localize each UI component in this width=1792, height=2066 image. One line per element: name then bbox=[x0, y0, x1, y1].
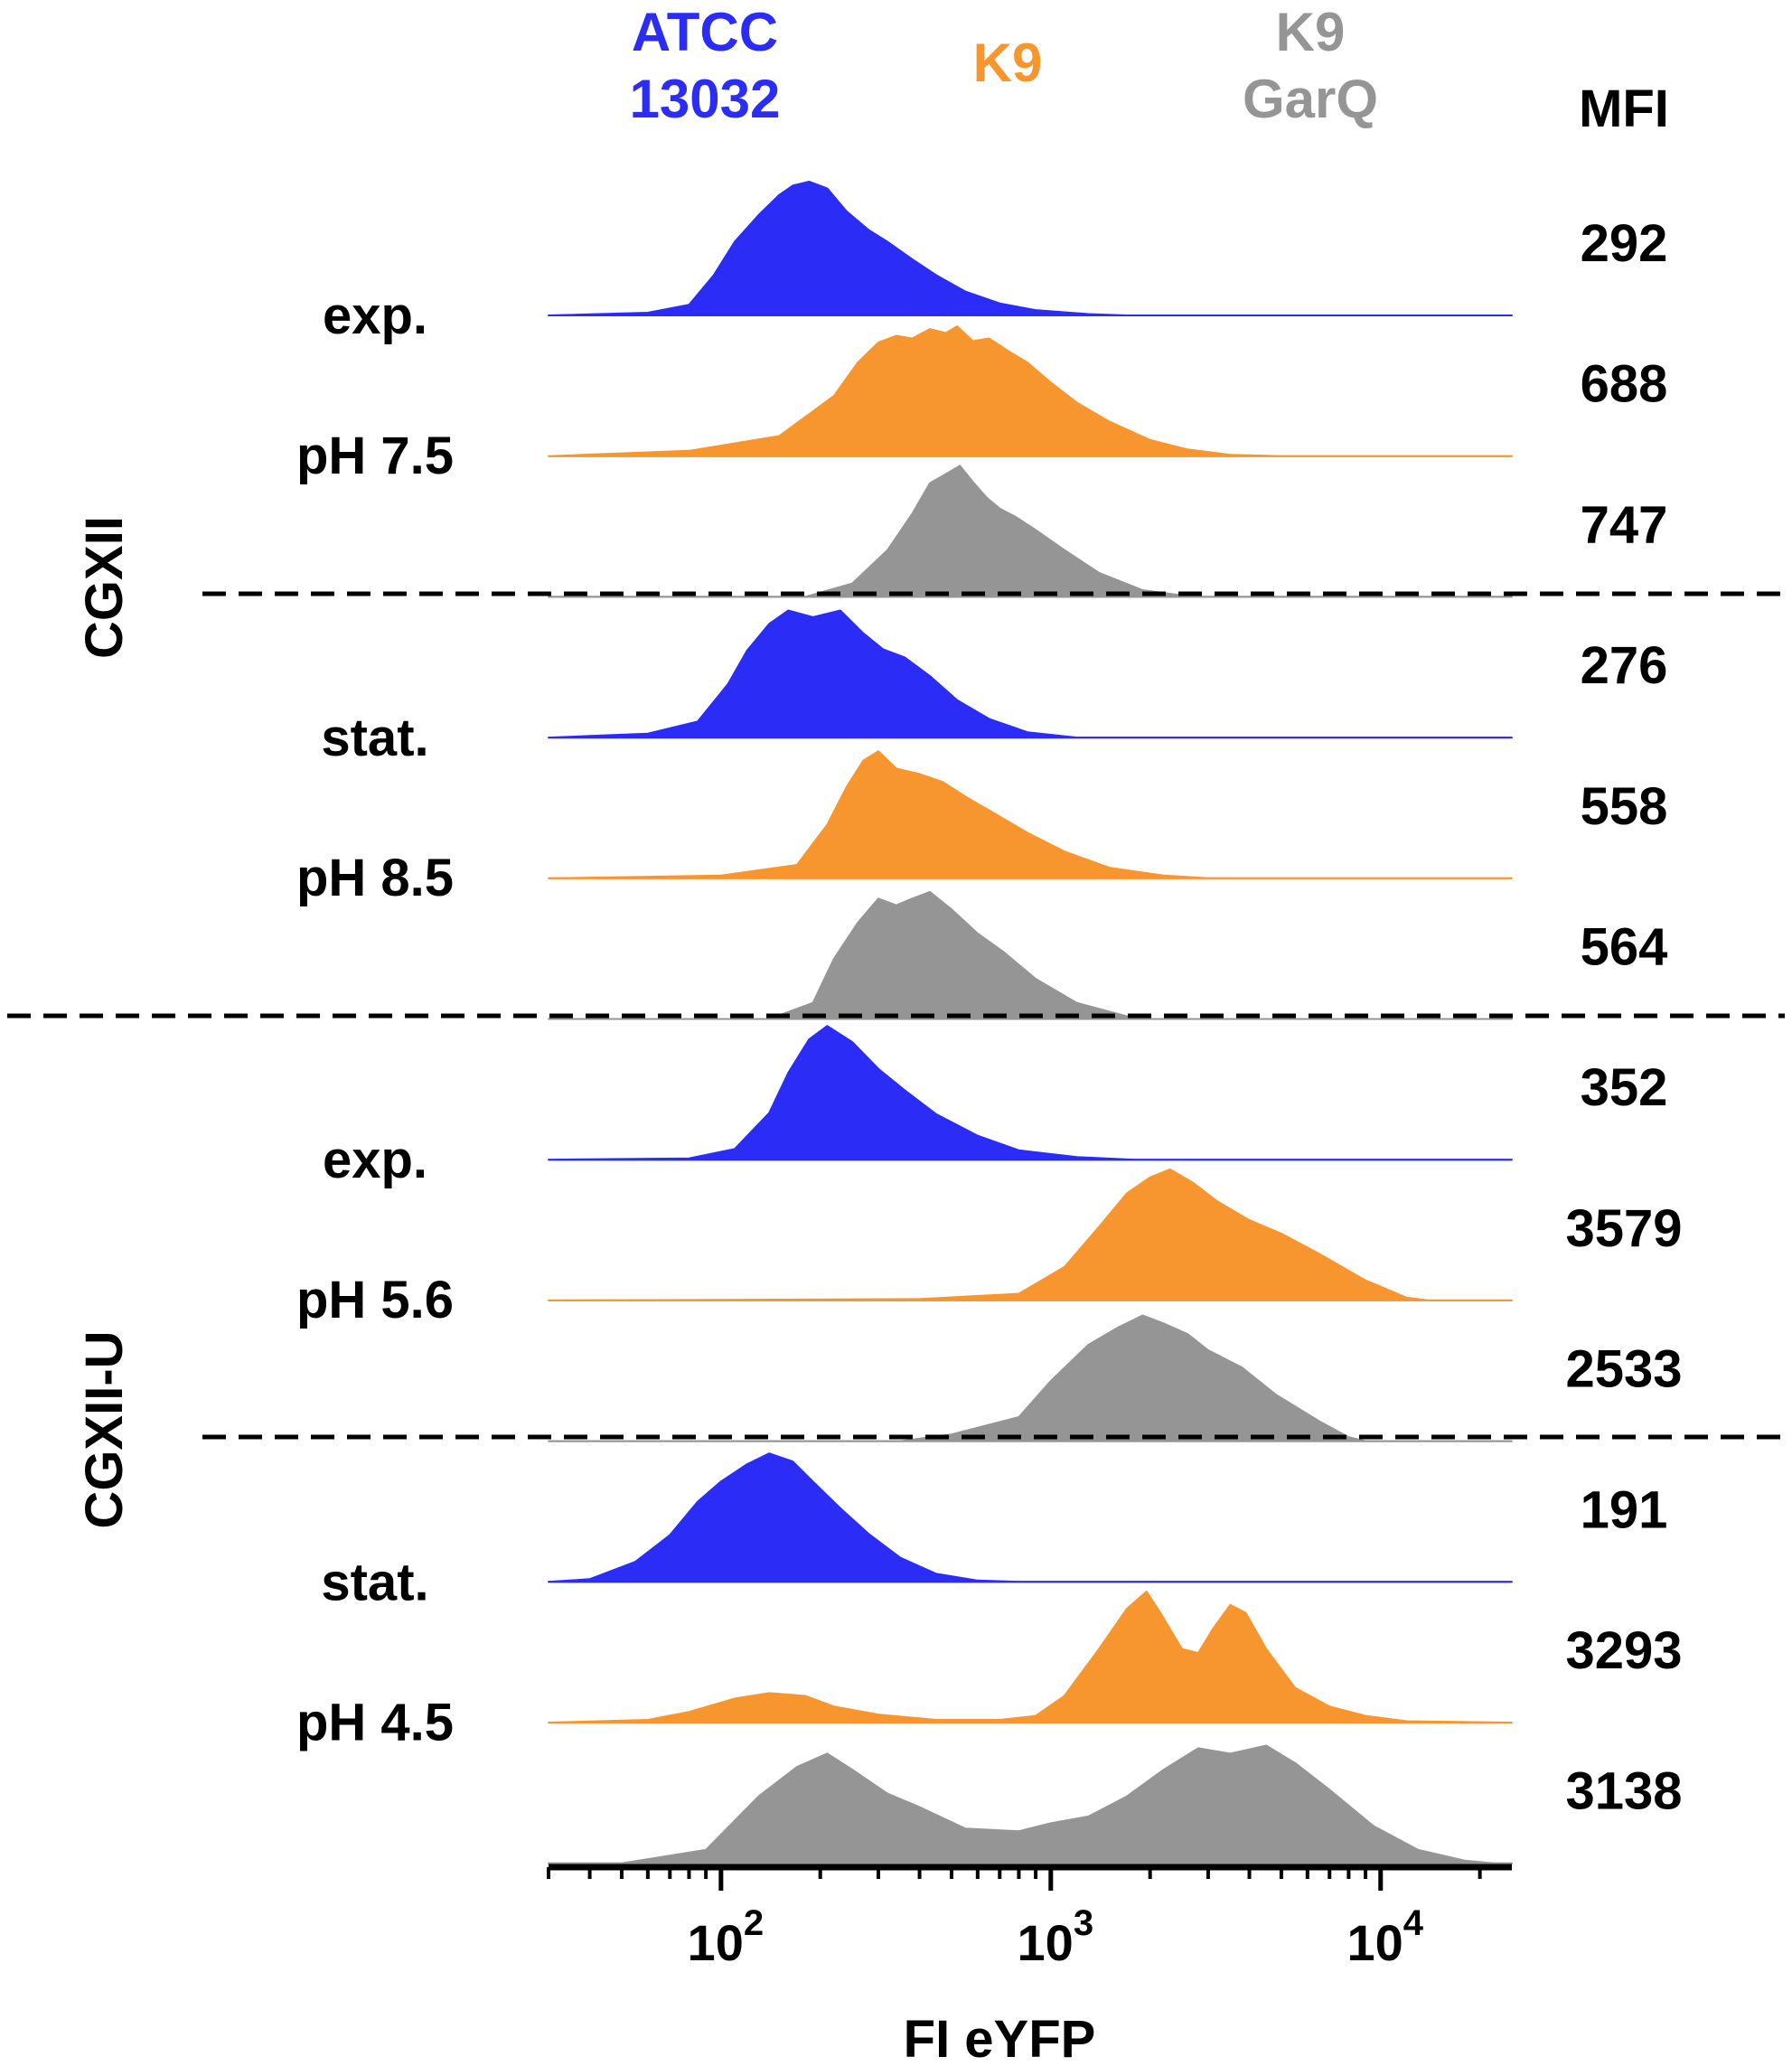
legend-line: K9 bbox=[1276, 2, 1346, 62]
tick-base: 10 bbox=[688, 1914, 744, 1971]
mfi-value: 191 bbox=[1581, 1480, 1668, 1539]
x-tick-label: 102 bbox=[688, 1903, 765, 1971]
legend-label-k9: K9 bbox=[973, 33, 1043, 93]
mfi-value: 276 bbox=[1581, 636, 1668, 695]
mfi-header: MFI bbox=[1579, 80, 1669, 138]
legend-line: 13032 bbox=[630, 69, 781, 129]
histogram-k9-row-10 bbox=[548, 1591, 1513, 1723]
mfi-value: 3293 bbox=[1565, 1621, 1682, 1680]
mfi-value: 292 bbox=[1581, 214, 1668, 273]
medium-label: CGXII-U bbox=[75, 1330, 134, 1528]
growth-phase-label: stat. bbox=[321, 709, 428, 767]
histogram-k9-garq-row-2 bbox=[548, 465, 1513, 598]
section-dividers bbox=[7, 591, 1785, 1440]
condition-labels: exp. pH 7.5 stat. pH 8.5 exp. pH 5.6 stat. pH 4… bbox=[296, 286, 454, 1751]
ph-label: pH 5.6 bbox=[296, 1271, 454, 1329]
ph-label: pH 8.5 bbox=[296, 849, 454, 907]
mfi-value: 558 bbox=[1581, 777, 1668, 836]
tick-exponent: 3 bbox=[1074, 1903, 1093, 1943]
histogram-atcc-13032-row-9 bbox=[548, 1452, 1513, 1583]
ph-label: pH 4.5 bbox=[296, 1693, 454, 1751]
histogram-atcc-13032-row-6 bbox=[548, 1025, 1513, 1161]
medium-labels: CGXII CGXII-U bbox=[75, 516, 134, 1529]
x-axis: 102 103 104 bbox=[547, 1864, 1512, 1971]
mfi-value: 688 bbox=[1581, 355, 1668, 414]
mfi-value: 2533 bbox=[1565, 1340, 1682, 1399]
histogram-k9-garq-row-5 bbox=[548, 890, 1513, 1020]
growth-phase-label: exp. bbox=[323, 1131, 427, 1189]
tick-exponent: 4 bbox=[1403, 1903, 1424, 1943]
histogram-atcc-13032-row-0 bbox=[548, 181, 1513, 316]
ph-label: pH 7.5 bbox=[296, 427, 454, 485]
x-axis-label: FI eYFP bbox=[904, 2010, 1096, 2066]
histogram-k9-garq-row-8 bbox=[548, 1314, 1513, 1442]
legend-label-atcc-13032: ATCC 13032 bbox=[630, 2, 781, 129]
mfi-value: 747 bbox=[1581, 495, 1668, 554]
histogram-k9-row-1 bbox=[548, 325, 1513, 457]
histogram-panels: 292 688 747 276 558 564 352 3579 2533 191 3293 3138 bbox=[548, 181, 1683, 1864]
legend: ATCC 13032 K9 K9 GarQ bbox=[630, 2, 1378, 129]
histogram-k9-row-7 bbox=[548, 1168, 1513, 1301]
tick-base: 10 bbox=[1346, 1914, 1403, 1971]
mfi-value: 3579 bbox=[1565, 1199, 1682, 1258]
tick-base: 10 bbox=[1018, 1914, 1074, 1971]
histogram-k9-row-4 bbox=[548, 750, 1513, 879]
medium-label: CGXII bbox=[75, 516, 134, 659]
mfi-value: 352 bbox=[1581, 1058, 1668, 1117]
growth-phase-label: stat. bbox=[321, 1553, 428, 1611]
mfi-value: 3138 bbox=[1565, 1762, 1682, 1821]
x-tick-label: 104 bbox=[1346, 1903, 1423, 1971]
x-tick-label: 103 bbox=[1018, 1903, 1094, 1971]
legend-label-k9-garq: K9 GarQ bbox=[1243, 2, 1378, 129]
legend-line: GarQ bbox=[1243, 69, 1378, 129]
growth-phase-label: exp. bbox=[323, 286, 427, 345]
legend-line: K9 bbox=[973, 33, 1043, 93]
histogram-k9-garq-row-11 bbox=[548, 1744, 1513, 1864]
legend-line: ATCC bbox=[632, 2, 778, 62]
tick-exponent: 2 bbox=[744, 1903, 764, 1943]
mfi-value: 564 bbox=[1581, 918, 1668, 977]
histogram-atcc-13032-row-3 bbox=[548, 609, 1513, 739]
